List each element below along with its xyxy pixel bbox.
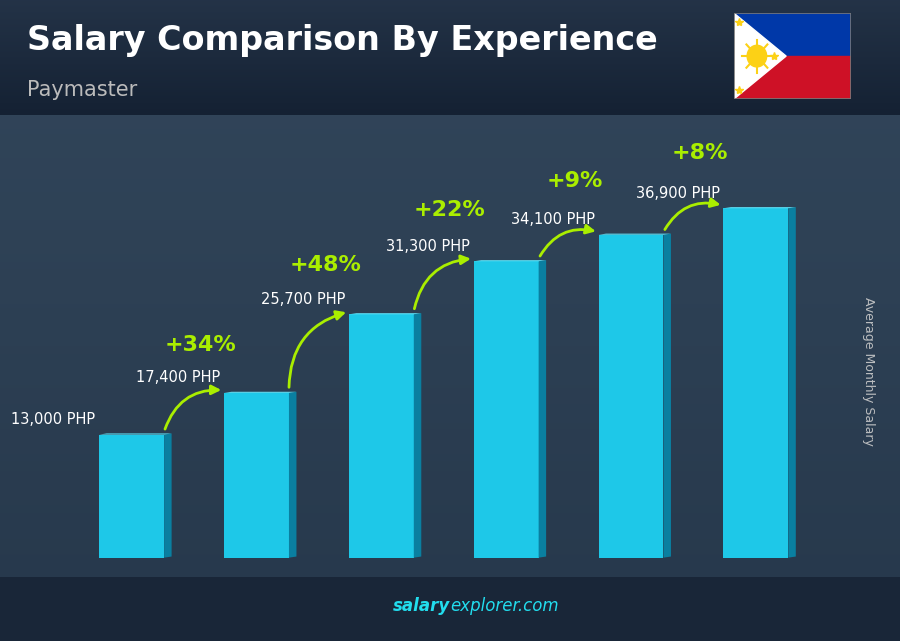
Polygon shape [99, 433, 172, 435]
Polygon shape [538, 260, 546, 558]
Polygon shape [414, 313, 421, 558]
Polygon shape [598, 235, 663, 558]
Polygon shape [473, 260, 546, 262]
Text: +8%: +8% [671, 143, 728, 163]
Text: 20+ Years: 20+ Years [709, 584, 810, 602]
Polygon shape [598, 233, 671, 235]
Polygon shape [349, 313, 421, 314]
Text: 17,400 PHP: 17,400 PHP [136, 370, 220, 385]
Polygon shape [473, 262, 538, 558]
Polygon shape [663, 233, 671, 558]
Text: Salary Comparison By Experience: Salary Comparison By Experience [27, 24, 658, 57]
Polygon shape [349, 314, 414, 558]
Bar [734, 13, 850, 56]
Text: 13,000 PHP: 13,000 PHP [12, 412, 95, 427]
Polygon shape [734, 13, 787, 99]
Text: 2 to 5: 2 to 5 [231, 584, 290, 602]
Text: 15 to 20: 15 to 20 [593, 584, 677, 602]
Polygon shape [724, 207, 796, 208]
Text: Average Monthly Salary: Average Monthly Salary [862, 297, 875, 446]
Text: 34,100 PHP: 34,100 PHP [511, 212, 595, 227]
Text: 31,300 PHP: 31,300 PHP [386, 238, 470, 254]
Polygon shape [224, 392, 296, 393]
Text: 5 to 10: 5 to 10 [349, 584, 420, 602]
Polygon shape [289, 392, 296, 558]
Text: explorer.com: explorer.com [450, 597, 559, 615]
Bar [0, 115, 900, 641]
Text: 36,900 PHP: 36,900 PHP [635, 186, 720, 201]
Text: +34%: +34% [165, 335, 236, 355]
Text: 25,700 PHP: 25,700 PHP [261, 292, 345, 307]
Polygon shape [164, 433, 172, 558]
Polygon shape [224, 393, 289, 558]
Bar [734, 56, 850, 99]
Polygon shape [99, 435, 164, 558]
Text: < 2 Years: < 2 Years [88, 584, 183, 602]
Text: +9%: +9% [546, 171, 603, 191]
Text: 10 to 15: 10 to 15 [468, 584, 552, 602]
Text: +48%: +48% [289, 254, 361, 274]
Text: salary: salary [392, 597, 450, 615]
Polygon shape [724, 208, 788, 558]
Text: +22%: +22% [414, 199, 486, 220]
Polygon shape [788, 207, 796, 558]
Text: Paymaster: Paymaster [27, 80, 137, 100]
Circle shape [747, 46, 767, 67]
